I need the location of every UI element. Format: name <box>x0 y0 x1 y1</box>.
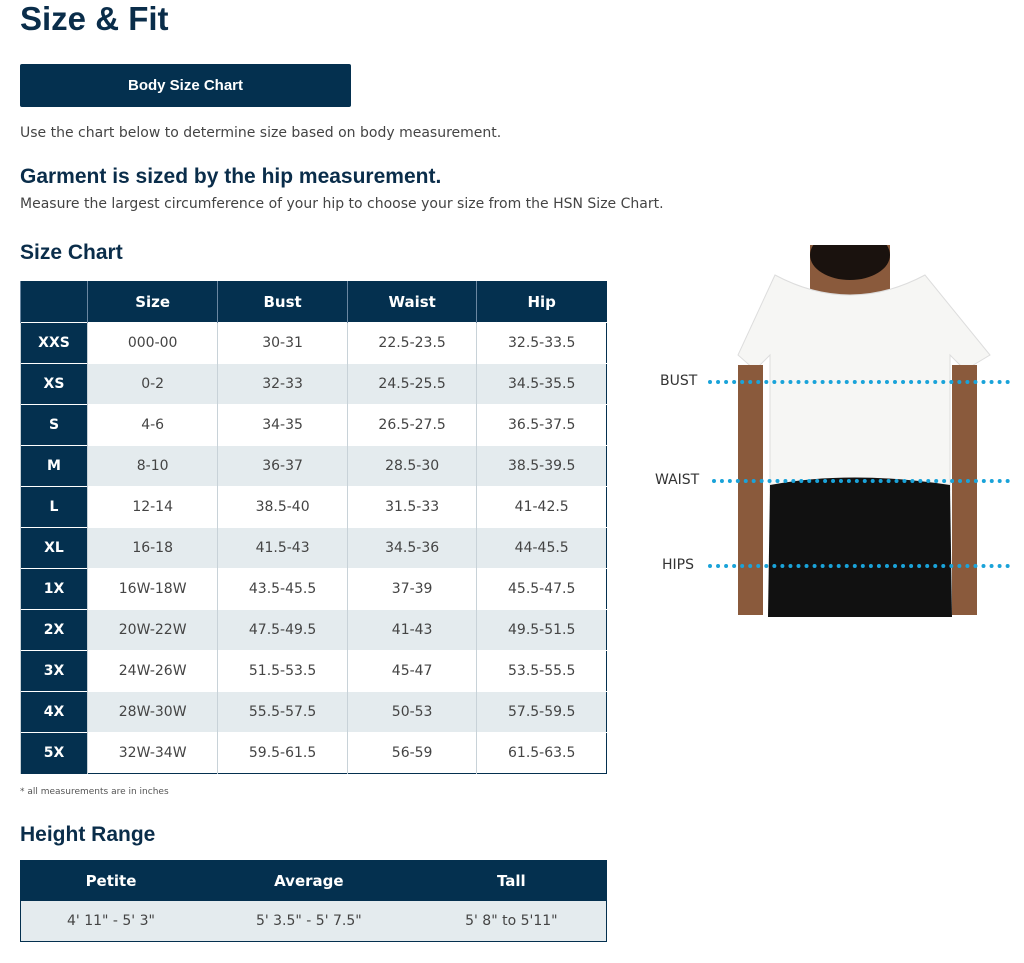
table-cell: 0-2 <box>86 363 218 405</box>
table-cell: 28W-30W <box>86 691 218 733</box>
waist-line <box>712 479 1010 483</box>
table-cell: 31.5-33 <box>346 486 477 528</box>
table-cell: 37-39 <box>346 568 477 610</box>
table-row: XS 0-2 32-33 24.5-25.5 34.5-35.5 <box>20 363 607 405</box>
table-cell: 16-18 <box>86 527 218 569</box>
table-cell: 32.5-33.5 <box>476 322 607 364</box>
table-cell: 59.5-61.5 <box>217 732 348 774</box>
table-cell: 49.5-51.5 <box>476 609 607 651</box>
height-range-table: Petite Average Tall 4' 11" - 5' 3" 5' 3.… <box>20 860 607 942</box>
table-cell: 24W-26W <box>86 650 218 692</box>
table-cell: 34-35 <box>217 404 348 446</box>
table-cell: 36-37 <box>217 445 348 487</box>
average-value: 5' 3.5" - 5' 7.5" <box>200 901 417 942</box>
size-chart-heading: Size Chart <box>20 241 123 264</box>
hips-label: HIPS <box>662 557 694 573</box>
table-cell: 34.5-35.5 <box>476 363 607 405</box>
table-cell: 20W-22W <box>86 609 218 651</box>
table-cell: 34.5-36 <box>346 527 477 569</box>
table-row: 4X 28W-30W 55.5-57.5 50-53 57.5-59.5 <box>20 691 607 733</box>
hips-line <box>708 564 1010 568</box>
measurement-note: * all measurements are in inches <box>20 787 169 797</box>
table-cell: 47.5-49.5 <box>217 609 348 651</box>
table-cell: 57.5-59.5 <box>476 691 607 733</box>
table-row: 1X 16W-18W 43.5-45.5 37-39 45.5-47.5 <box>20 568 607 610</box>
table-cell: 16W-18W <box>86 568 218 610</box>
table-cell: 41-42.5 <box>476 486 607 528</box>
header-tall: Tall <box>416 860 607 901</box>
column-header: Hip <box>476 281 607 323</box>
size-label: L <box>20 486 88 528</box>
size-label: 2X <box>20 609 88 651</box>
table-cell: 26.5-27.5 <box>346 404 477 446</box>
header-petite: Petite <box>20 860 201 901</box>
tables-column: Size Bust Waist Hip XXS 000-00 30-31 22.5-23.5 3… <box>20 281 607 942</box>
table-cell: 12-14 <box>86 486 218 528</box>
table-row: M 8-10 36-37 28.5-30 38.5-39.5 <box>20 445 607 487</box>
table-row: XL 16-18 41.5-43 34.5-36 44-45.5 <box>20 527 607 569</box>
size-label: XL <box>20 527 88 569</box>
table-cell: 28.5-30 <box>346 445 477 487</box>
table-cell: 61.5-63.5 <box>476 732 607 774</box>
garment-text: Measure the largest circumference of you… <box>20 196 664 212</box>
column-header <box>20 281 88 323</box>
size-label: XXS <box>20 322 88 364</box>
size-label: S <box>20 404 88 446</box>
table-cell: 38.5-40 <box>217 486 348 528</box>
table-row: 3X 24W-26W 51.5-53.5 45-47 53.5-55.5 <box>20 650 607 692</box>
table-cell: 38.5-39.5 <box>476 445 607 487</box>
table-cell: 32W-34W <box>86 732 218 774</box>
page-title: Size & Fit <box>20 0 169 37</box>
table-cell: 32-33 <box>217 363 348 405</box>
column-header: Bust <box>217 281 348 323</box>
table-cell: 30-31 <box>217 322 348 364</box>
model-figure-image <box>737 245 991 617</box>
table-row: L 12-14 38.5-40 31.5-33 41-42.5 <box>20 486 607 528</box>
table-cell: 24.5-25.5 <box>346 363 477 405</box>
table-cell: 000-00 <box>86 322 218 364</box>
header-average: Average <box>200 860 417 901</box>
size-chart-table: Size Bust Waist Hip XXS 000-00 30-31 22.5-23.5 3… <box>20 281 607 774</box>
waist-label: WAIST <box>655 472 700 488</box>
petite-value: 4' 11" - 5' 3" <box>20 901 201 942</box>
table-cell: 45.5-47.5 <box>476 568 607 610</box>
table-cell: 22.5-23.5 <box>346 322 477 364</box>
size-label: 5X <box>20 732 88 774</box>
table-cell: 41.5-43 <box>217 527 348 569</box>
tall-value: 5' 8" to 5'11" <box>416 901 607 942</box>
table-cell: 55.5-57.5 <box>217 691 348 733</box>
bust-label: BUST <box>660 373 698 389</box>
height-range-heading: Height Range <box>20 823 156 846</box>
table-cell: 50-53 <box>346 691 477 733</box>
size-label: M <box>20 445 88 487</box>
bust-line <box>708 380 1010 384</box>
table-row: S 4-6 34-35 26.5-27.5 36.5-37.5 <box>20 404 607 446</box>
size-label: XS <box>20 363 88 405</box>
size-label: 3X <box>20 650 88 692</box>
table-cell: 56-59 <box>346 732 477 774</box>
table-row: 5X 32W-34W 59.5-61.5 56-59 61.5-63.5 <box>20 732 607 774</box>
table-cell: 44-45.5 <box>476 527 607 569</box>
table-row: 2X 20W-22W 47.5-49.5 41-43 49.5-51.5 <box>20 609 607 651</box>
table-cell: 4-6 <box>86 404 218 446</box>
garment-heading: Garment is sized by the hip measurement. <box>20 165 442 188</box>
column-header: Size <box>86 281 218 323</box>
intro-text: Use the chart below to determine size ba… <box>20 125 502 141</box>
column-header: Waist <box>346 281 477 323</box>
table-cell: 36.5-37.5 <box>476 404 607 446</box>
table-cell: 51.5-53.5 <box>217 650 348 692</box>
table-row: XXS 000-00 30-31 22.5-23.5 32.5-33.5 <box>20 322 607 364</box>
table-cell: 53.5-55.5 <box>476 650 607 692</box>
body-size-chart-button[interactable]: Body Size Chart <box>20 64 351 107</box>
table-cell: 43.5-45.5 <box>217 568 348 610</box>
size-label: 1X <box>20 568 88 610</box>
table-cell: 8-10 <box>86 445 218 487</box>
table-cell: 45-47 <box>346 650 477 692</box>
table-cell: 41-43 <box>346 609 477 651</box>
size-label: 4X <box>20 691 88 733</box>
